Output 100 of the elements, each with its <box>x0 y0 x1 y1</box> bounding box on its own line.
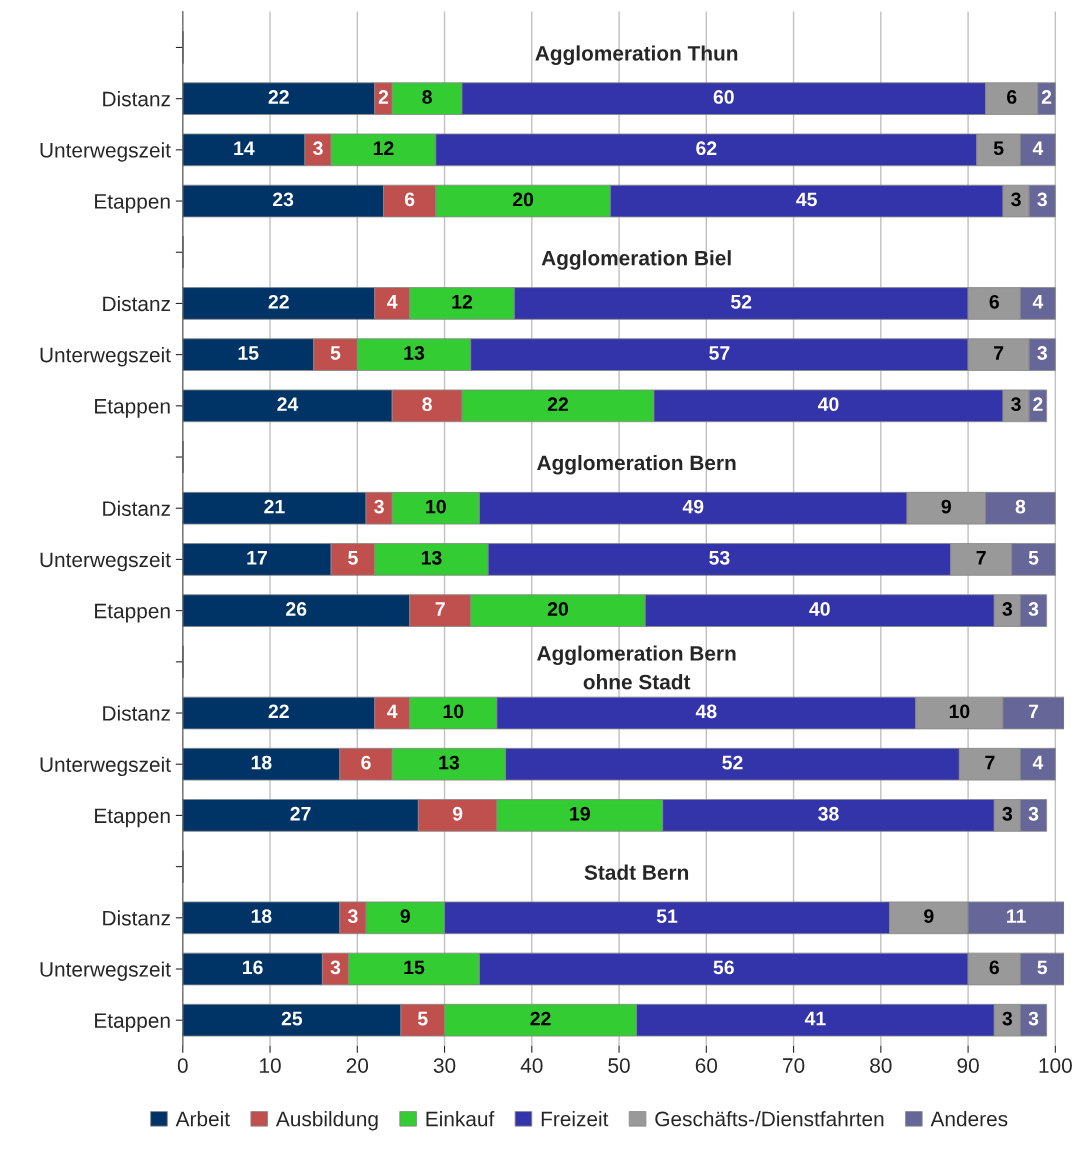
data-label: 60 <box>713 90 734 104</box>
y-tick-label: Etappen <box>95 808 170 828</box>
data-label: 4 <box>1032 295 1044 309</box>
y-tick-label: Unterwegszeit <box>40 142 171 162</box>
data-label: 5 <box>348 551 358 565</box>
data-label: 12 <box>452 294 473 309</box>
y-tick-label: Distanz <box>103 295 170 312</box>
data-label: 14 <box>234 141 255 155</box>
annotation: Agglomeration Bern ohne Stadt <box>537 645 736 690</box>
data-label: 57 <box>709 346 730 360</box>
data-label: 22 <box>268 294 289 309</box>
y-tick-label: Unterwegszeit <box>40 961 171 981</box>
data-label: 25 <box>281 1011 303 1026</box>
data-label: 53 <box>709 550 730 565</box>
data-label: 4 <box>1032 755 1044 770</box>
data-label: 6 <box>989 294 999 309</box>
data-label: 4 <box>387 295 398 309</box>
data-label: 5 <box>993 141 1004 156</box>
data-label: 13 <box>439 755 460 770</box>
data-label: 17 <box>247 551 267 565</box>
y-tick-label: Etappen <box>95 194 170 213</box>
x-tick-label: 10 <box>260 1058 281 1073</box>
data-label: 18 <box>251 909 272 924</box>
data-label: 51 <box>656 909 678 924</box>
data-label: 20 <box>547 602 568 616</box>
data-label: 52 <box>731 294 752 309</box>
data-label: 12 <box>373 141 394 155</box>
annotation: Agglomeration Bern <box>537 454 736 475</box>
data-label: 9 <box>400 909 410 924</box>
x-tick-label: 90 <box>957 1058 979 1073</box>
data-label: 8 <box>422 90 432 104</box>
data-label: 9 <box>924 909 934 924</box>
data-label: 15 <box>404 960 425 975</box>
data-label: 24 <box>277 397 299 411</box>
data-label: 2 <box>378 90 389 104</box>
x-tick-label: 80 <box>870 1058 892 1073</box>
data-label: 11 <box>1007 909 1026 923</box>
data-label: 10 <box>443 704 464 719</box>
data-label: 6 <box>989 960 999 975</box>
data-label: 6 <box>1007 90 1017 104</box>
y-tick-label: Etappen <box>95 1013 170 1033</box>
data-label: 3 <box>374 499 384 514</box>
data-label: 48 <box>695 704 717 719</box>
data-label: 9 <box>452 806 463 821</box>
legend-label: Einkauf <box>426 1111 495 1127</box>
y-tick-label: Unterwegszeit <box>40 347 171 367</box>
data-label: 18 <box>251 755 272 770</box>
data-label: 3 <box>330 960 341 975</box>
data-label: 3 <box>1002 602 1013 616</box>
y-tick-label: Unterwegszeit <box>40 551 171 572</box>
data-label: 4 <box>1032 141 1044 155</box>
data-label: 7 <box>994 346 1004 360</box>
data-label: 40 <box>809 602 830 616</box>
x-tick-label: 70 <box>783 1058 805 1073</box>
data-label: 10 <box>949 704 970 719</box>
data-label: 56 <box>713 960 734 975</box>
data-label: 22 <box>547 397 569 411</box>
data-label: 7 <box>1028 704 1039 719</box>
legend-label: Freizeit <box>541 1111 609 1127</box>
data-label: 3 <box>1002 1011 1013 1026</box>
data-label: 3 <box>1037 192 1047 207</box>
annotation: Agglomeration Biel <box>541 250 731 270</box>
data-label: 2 <box>1033 397 1043 411</box>
x-tick-label: 20 <box>346 1058 369 1073</box>
y-tick-label: Unterwegszeit <box>40 756 171 777</box>
data-label: 22 <box>268 704 289 719</box>
data-label: 15 <box>238 346 259 360</box>
data-label: 3 <box>347 909 358 924</box>
data-label: 20 <box>512 192 534 207</box>
data-label: 13 <box>404 346 425 360</box>
data-label: 27 <box>290 806 311 821</box>
x-tick-label: 30 <box>433 1058 456 1073</box>
legend-label: Geschäfts-/Dienstfahrten <box>655 1111 884 1127</box>
data-label: 6 <box>361 755 371 770</box>
data-label: 3 <box>1028 806 1039 821</box>
data-label: 49 <box>682 499 704 514</box>
data-label: 23 <box>272 192 294 207</box>
legend-label: Arbeit <box>175 1111 230 1127</box>
x-tick-label: 0 <box>177 1058 188 1073</box>
data-label: 13 <box>421 550 442 565</box>
data-label: 40 <box>817 397 839 412</box>
y-tick-label: Distanz <box>103 910 170 926</box>
data-label: 52 <box>722 755 743 770</box>
annotation: Agglomeration Thun <box>535 45 738 65</box>
data-label: 3 <box>1011 397 1021 412</box>
data-label: 3 <box>1037 346 1047 360</box>
y-tick-label: Distanz <box>103 91 170 107</box>
data-label: 7 <box>435 602 445 616</box>
x-tick-label: 60 <box>695 1058 718 1073</box>
x-tick-label: 40 <box>520 1058 543 1073</box>
data-label: 45 <box>796 192 817 207</box>
data-label: 5 <box>1028 551 1039 565</box>
data-label: 41 <box>804 1011 826 1026</box>
data-label: 16 <box>243 960 263 975</box>
data-label: 3 <box>1028 1011 1039 1026</box>
x-tick-label: 50 <box>608 1058 630 1073</box>
data-label: 2 <box>1041 90 1052 104</box>
data-label: 5 <box>330 346 341 360</box>
y-tick-label: Etappen <box>95 399 170 418</box>
data-label: 62 <box>696 141 717 156</box>
